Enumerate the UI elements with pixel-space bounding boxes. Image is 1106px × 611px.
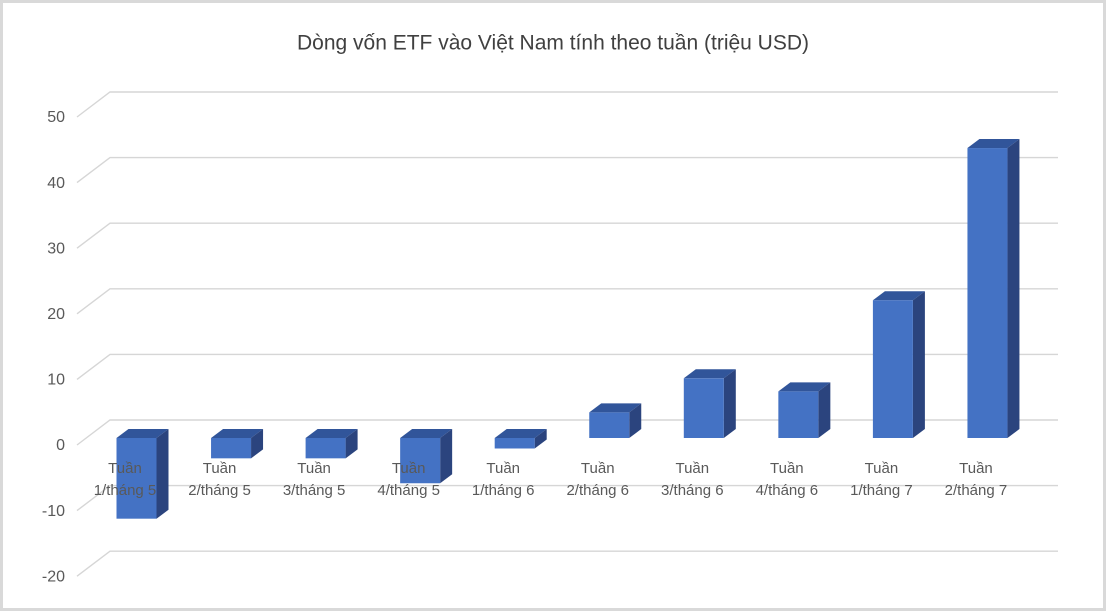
x-axis-category-label-line2: 1/tháng 6 (472, 482, 535, 499)
y-axis-tick-label: -20 (42, 568, 65, 585)
bar-front-face (683, 378, 724, 438)
bar-top-face (305, 429, 358, 438)
bar-top-face (400, 429, 453, 438)
bar-3d-column (494, 429, 547, 449)
bar-front-face (967, 148, 1008, 438)
bar-3d-column (589, 403, 642, 438)
gridline (76, 419, 1058, 446)
bar-side-face (345, 429, 358, 459)
bar-front-face (305, 438, 346, 459)
y-axis-tick-label: 10 (47, 372, 65, 389)
x-axis-category-label-line1: Tuần (297, 460, 331, 477)
gridlines-layer: 50 40 30 20 10 0 -10 -20 (42, 91, 1058, 585)
axis-labels-layer: Tuần 1/tháng 5 Tuần 2/tháng 5 Tuần 3/tháng 5 T… (94, 460, 1008, 499)
bar-top-face (211, 429, 264, 438)
bar-3d-column (872, 291, 925, 438)
y-axis-tick-label: 20 (47, 306, 65, 323)
x-axis-category-label-line1: Tuần (865, 460, 899, 477)
x-axis-category-label-line2: 4/tháng 5 (377, 482, 440, 499)
bar-side-face (1007, 139, 1020, 438)
gridline (76, 550, 1058, 577)
bar-3d-column (211, 429, 264, 459)
bar-3d-column (400, 429, 453, 484)
gridline (76, 484, 1058, 512)
x-axis-category-label-line1: Tuần (203, 460, 237, 477)
gridline (76, 288, 1058, 315)
bar-front-face (400, 438, 441, 484)
y-axis-tick-label: 30 (47, 240, 65, 257)
bar-3d-column (683, 369, 736, 438)
bar-side-face (534, 429, 547, 449)
x-axis-category-label-line1: Tuần (770, 460, 804, 477)
x-axis-category-label-line2: 1/tháng 5 (94, 482, 157, 499)
y-axis-tick-label: 0 (56, 437, 65, 454)
x-axis-category-label-line1: Tuần (959, 460, 993, 477)
bar-side-face (629, 403, 642, 438)
x-axis-category-label-line2: 3/tháng 6 (661, 482, 724, 499)
bar-side-face (251, 429, 264, 459)
bar-front-face (872, 300, 913, 438)
gridline (76, 91, 1058, 118)
bar-front-face (589, 412, 630, 438)
bar-side-face (818, 382, 831, 438)
x-axis-category-label-line2: 1/tháng 7 (850, 482, 913, 499)
bar-top-face (967, 139, 1020, 149)
y-axis-tick-label: 50 (47, 109, 65, 126)
bar-3d-column (116, 429, 169, 519)
x-axis-category-label-line1: Tuần (392, 460, 426, 477)
x-axis-category-label-line2: 4/tháng 6 (756, 482, 819, 499)
bar-side-face (156, 429, 169, 519)
bar-top-face (116, 429, 169, 438)
bar-front-face (494, 438, 535, 449)
x-axis-category-label-line2: 3/tháng 5 (283, 482, 346, 499)
chart-title: Dòng vốn ETF vào Việt Nam tính theo tuần… (297, 32, 809, 55)
bar-top-face (683, 369, 736, 379)
bar-top-face (494, 429, 547, 438)
bars-layer (116, 139, 1020, 519)
x-axis-category-label-line1: Tuần (581, 460, 615, 477)
x-axis-category-label-line1: Tuần (675, 460, 709, 477)
gridline (76, 222, 1058, 249)
bar-front-face (211, 438, 252, 459)
bar-side-face (723, 369, 736, 438)
bar-top-face (778, 382, 831, 392)
bar-side-face (912, 291, 925, 438)
x-axis-category-label-line2: 2/tháng 5 (188, 482, 251, 499)
y-axis-tick-label: -10 (42, 503, 65, 520)
x-axis-category-label-line2: 2/tháng 6 (566, 482, 629, 499)
gridline (76, 353, 1058, 380)
x-axis-category-label-line1: Tuần (486, 460, 520, 477)
bar-3d-column (778, 382, 831, 438)
bar-top-face (589, 403, 642, 413)
bar-top-face (872, 291, 925, 301)
bar-3d-column (967, 139, 1020, 438)
x-axis-category-label-line2: 2/tháng 7 (945, 482, 1008, 499)
x-axis-category-label-line1: Tuần (108, 460, 142, 477)
bar-side-face (440, 429, 453, 484)
bar-3d-column (305, 429, 358, 459)
y-axis-tick-label: 40 (47, 175, 65, 192)
bar-front-face (116, 438, 157, 519)
bar-front-face (778, 391, 819, 438)
gridline (76, 156, 1058, 184)
